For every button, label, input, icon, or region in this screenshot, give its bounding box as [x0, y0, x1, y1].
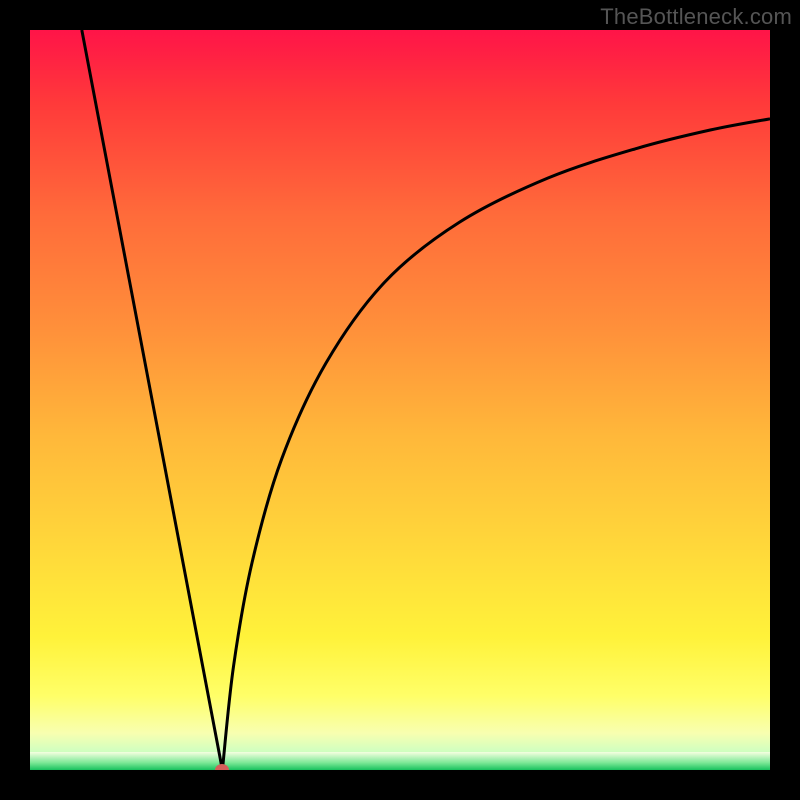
plot-area	[30, 30, 770, 770]
watermark-text: TheBottleneck.com	[600, 4, 792, 30]
chart-wrapper: TheBottleneck.com	[0, 0, 800, 800]
bottleneck-curve	[30, 30, 770, 770]
minimum-marker	[215, 764, 229, 770]
